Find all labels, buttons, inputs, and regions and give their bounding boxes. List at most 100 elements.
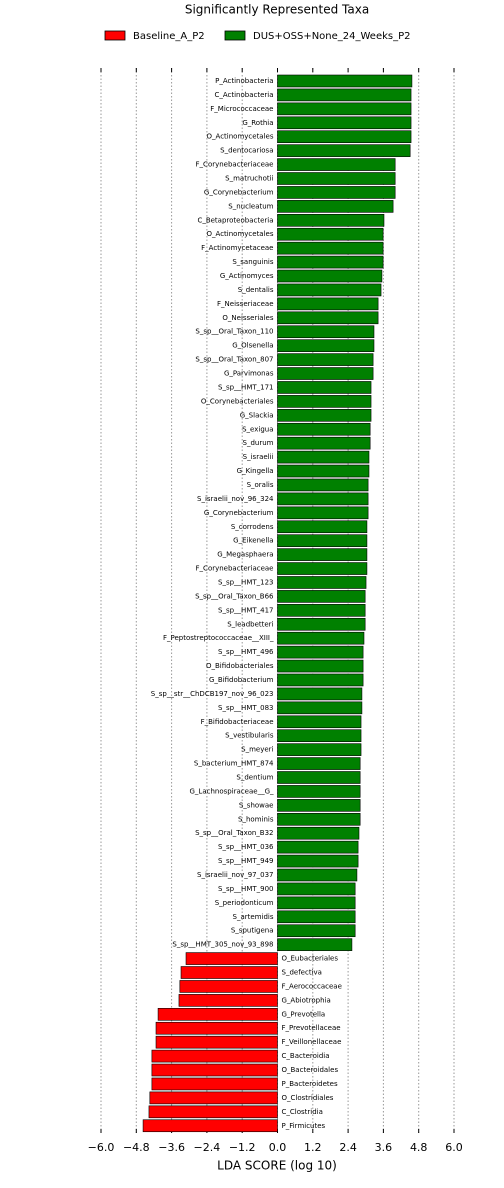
category-label: P_Bacteroidetes (282, 1080, 338, 1088)
category-label: G_Megasphaera (217, 551, 273, 559)
category-label: F_Corynebacteriaceae (196, 161, 274, 169)
bar (277, 158, 396, 171)
category-label: O_Actinomycetales (207, 230, 274, 238)
category-label: F_Neisseriaceae (217, 300, 273, 308)
bar (277, 868, 358, 882)
category-label: P_Actinobacteria (215, 77, 273, 85)
bar (185, 952, 278, 965)
category-label: S_nucleatum (228, 202, 273, 210)
bar (277, 186, 396, 199)
bar (277, 659, 364, 673)
category-label: G_Kingella (237, 467, 274, 475)
category-label: S_meyeri (241, 746, 273, 754)
bar (155, 1021, 278, 1035)
category-label: F_Aerococcaceae (282, 982, 342, 990)
bar (277, 785, 361, 798)
bar (277, 311, 379, 325)
category-label: G_Olsenella (232, 342, 273, 350)
category-label: F_Bifidobacteriaceae (201, 718, 274, 726)
category-label: S_israelii_nov_96_324 (197, 495, 274, 503)
category-label: S_sp__HMT_083 (218, 704, 273, 712)
category-label: C_Bacteroidia (282, 1052, 330, 1060)
category-label: C_Actinobacteria (214, 91, 273, 99)
bar (277, 144, 411, 157)
legend-swatch (224, 30, 246, 41)
bar (277, 548, 368, 561)
x-tick-label: −3.6 (158, 1141, 185, 1154)
bar (151, 1063, 278, 1077)
category-label: S_showae (239, 801, 274, 809)
bar (277, 506, 369, 520)
category-label: G_Parvimonas (224, 370, 274, 378)
category-label: S_corrodens (231, 523, 274, 531)
x-tick-label: 4.8 (410, 1141, 428, 1154)
bar (277, 241, 384, 255)
category-label: G_Eikenella (233, 537, 273, 545)
bar (277, 562, 368, 575)
x-tick-label: 0.0 (269, 1141, 287, 1154)
category-label: S_sp__HMT_305_nov_93_898 (172, 941, 273, 949)
category-label: S_periodonticum (215, 899, 274, 907)
bar (277, 938, 353, 951)
bar (277, 729, 362, 743)
category-label: O_Corynebacteriales (201, 397, 274, 405)
x-axis-label: LDA SCORE (log 10) (217, 1159, 337, 1173)
category-label: S_defectiva (282, 969, 322, 977)
category-label: S_israelii (243, 453, 274, 461)
category-label: G_Lachnospiraceae__G_ (190, 787, 274, 795)
bar (277, 910, 356, 924)
bar (277, 771, 361, 784)
bar (155, 1035, 278, 1049)
bar (157, 1008, 278, 1021)
bar (277, 102, 412, 116)
bar (277, 520, 368, 534)
x-tick-label: −1.2 (229, 1141, 256, 1154)
x-tick-label: 3.6 (375, 1141, 393, 1154)
category-label: F_Micrococcaceae (210, 105, 273, 113)
bar (277, 492, 369, 506)
legend-label: Baseline_A_P2 (133, 31, 205, 42)
bar (277, 200, 394, 213)
category-label: S_oralis (247, 481, 274, 489)
bar (277, 464, 370, 478)
bar (277, 227, 384, 241)
bar (277, 74, 413, 88)
category-label: S_bacterium_HMT_874 (194, 760, 274, 768)
category-label: C_Betaproteobacteria (197, 216, 273, 224)
category-label: F_Corynebacteriaceae (196, 565, 274, 573)
category-label: S_exigua (242, 425, 273, 433)
category-label: S_sp__HMT_417 (218, 606, 273, 614)
category-label: S_sp__HMT_949 (218, 857, 273, 865)
bar (277, 353, 374, 366)
category-label: G_Rothia (242, 119, 273, 127)
category-label: G_Actinomyces (220, 272, 274, 280)
x-tick-label: −4.8 (123, 1141, 150, 1154)
category-label: S_dentalis (238, 286, 274, 294)
bar (277, 840, 359, 854)
x-tick-label: 6.0 (445, 1141, 463, 1154)
bar (277, 673, 364, 687)
category-label: G_Bifidobacterium (209, 676, 274, 684)
bar (277, 799, 361, 812)
category-label: S_sp__str__ChDCB197_nov_96_023 (151, 690, 274, 698)
bar (277, 854, 359, 868)
category-label: P_Firmicutes (282, 1122, 326, 1130)
category-label: S_sp__Oral_Taxon_807 (195, 356, 273, 364)
bar (277, 631, 365, 645)
bar (277, 255, 384, 269)
bar (277, 269, 383, 283)
legend-swatch (104, 30, 126, 41)
bar (151, 1077, 278, 1091)
category-label: F_Prevotellaceae (282, 1024, 341, 1032)
bar (277, 924, 356, 938)
category-label: G_Slackia (240, 411, 274, 419)
category-label: S_sanguinis (232, 258, 274, 266)
category-label: S_vestibularis (225, 732, 274, 740)
x-tick-label: −2.4 (194, 1141, 221, 1154)
bar (277, 534, 368, 547)
bar (277, 576, 367, 589)
category-label: C_Clostridia (282, 1108, 323, 1116)
category-label: O_Bacteroidales (282, 1066, 339, 1074)
category-label: S_leadbetteri (227, 620, 273, 628)
x-tick-label: −6.0 (88, 1141, 115, 1154)
